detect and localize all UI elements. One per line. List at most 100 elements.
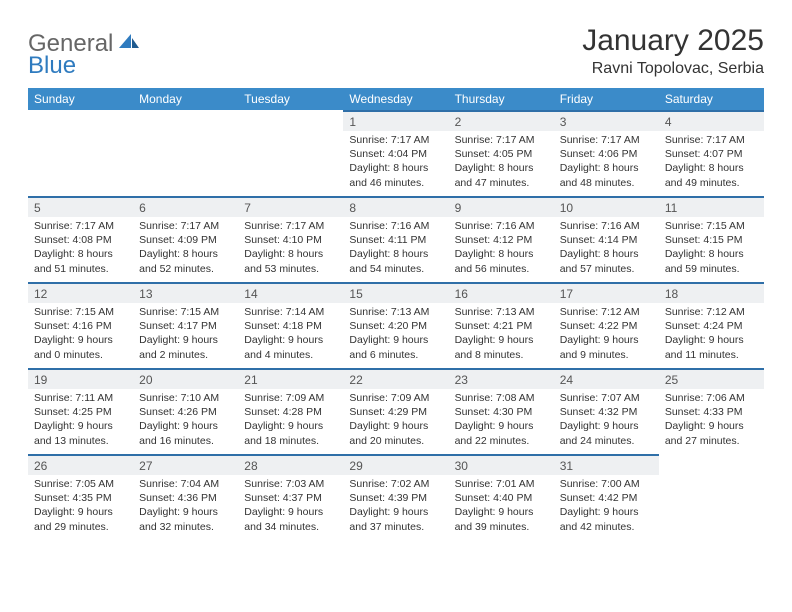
day-cell: 6Sunrise: 7:17 AMSunset: 4:09 PMDaylight…	[133, 196, 238, 282]
day-details: Sunrise: 7:16 AMSunset: 4:14 PMDaylight:…	[554, 217, 659, 280]
day-number: 26	[28, 454, 133, 475]
sunset-line: Sunset: 4:28 PM	[244, 405, 339, 419]
day-number: 17	[554, 282, 659, 303]
day-cell: 31Sunrise: 7:00 AMSunset: 4:42 PMDayligh…	[554, 454, 659, 540]
dow-monday: Monday	[133, 88, 238, 110]
sunrise-line: Sunrise: 7:14 AM	[244, 305, 339, 319]
sunrise-line: Sunrise: 7:09 AM	[244, 391, 339, 405]
day-cell: 14Sunrise: 7:14 AMSunset: 4:18 PMDayligh…	[238, 282, 343, 368]
sunrise-line: Sunrise: 7:12 AM	[560, 305, 655, 319]
sunset-line: Sunset: 4:09 PM	[139, 233, 234, 247]
sunset-line: Sunset: 4:36 PM	[139, 491, 234, 505]
sunrise-line: Sunrise: 7:06 AM	[665, 391, 760, 405]
daylight-line-1: Daylight: 9 hours	[349, 505, 444, 519]
sunrise-line: Sunrise: 7:08 AM	[455, 391, 550, 405]
sunset-line: Sunset: 4:37 PM	[244, 491, 339, 505]
sunset-line: Sunset: 4:14 PM	[560, 233, 655, 247]
day-details: Sunrise: 7:08 AMSunset: 4:30 PMDaylight:…	[449, 389, 554, 452]
empty-day	[28, 110, 133, 131]
sunrise-line: Sunrise: 7:03 AM	[244, 477, 339, 491]
daylight-line-1: Daylight: 8 hours	[139, 247, 234, 261]
header: General January 2025 Ravni Topolovac, Se…	[28, 24, 764, 78]
day-details: Sunrise: 7:00 AMSunset: 4:42 PMDaylight:…	[554, 475, 659, 538]
day-cell: 18Sunrise: 7:12 AMSunset: 4:24 PMDayligh…	[659, 282, 764, 368]
daylight-line-1: Daylight: 9 hours	[244, 419, 339, 433]
daylight-line-1: Daylight: 8 hours	[455, 161, 550, 175]
sunset-line: Sunset: 4:30 PM	[455, 405, 550, 419]
day-number: 16	[449, 282, 554, 303]
day-number: 7	[238, 196, 343, 217]
daylight-line-1: Daylight: 8 hours	[244, 247, 339, 261]
day-number: 2	[449, 110, 554, 131]
daylight-line-1: Daylight: 8 hours	[34, 247, 129, 261]
week-row: 5Sunrise: 7:17 AMSunset: 4:08 PMDaylight…	[28, 196, 764, 282]
day-details: Sunrise: 7:07 AMSunset: 4:32 PMDaylight:…	[554, 389, 659, 452]
day-number: 15	[343, 282, 448, 303]
logo-word2: Blue	[28, 52, 76, 80]
day-cell: 23Sunrise: 7:08 AMSunset: 4:30 PMDayligh…	[449, 368, 554, 454]
day-cell: 12Sunrise: 7:15 AMSunset: 4:16 PMDayligh…	[28, 282, 133, 368]
day-cell: 9Sunrise: 7:16 AMSunset: 4:12 PMDaylight…	[449, 196, 554, 282]
empty-day	[659, 454, 764, 475]
day-details: Sunrise: 7:17 AMSunset: 4:07 PMDaylight:…	[659, 131, 764, 194]
day-cell: 19Sunrise: 7:11 AMSunset: 4:25 PMDayligh…	[28, 368, 133, 454]
dow-saturday: Saturday	[659, 88, 764, 110]
day-number: 4	[659, 110, 764, 131]
day-number: 8	[343, 196, 448, 217]
day-cell	[659, 454, 764, 540]
day-cell: 3Sunrise: 7:17 AMSunset: 4:06 PMDaylight…	[554, 110, 659, 196]
day-number: 5	[28, 196, 133, 217]
sunrise-line: Sunrise: 7:04 AM	[139, 477, 234, 491]
day-number: 28	[238, 454, 343, 475]
daylight-line-1: Daylight: 9 hours	[244, 333, 339, 347]
day-number: 24	[554, 368, 659, 389]
day-number: 13	[133, 282, 238, 303]
day-cell: 30Sunrise: 7:01 AMSunset: 4:40 PMDayligh…	[449, 454, 554, 540]
day-cell: 27Sunrise: 7:04 AMSunset: 4:36 PMDayligh…	[133, 454, 238, 540]
day-cell: 1Sunrise: 7:17 AMSunset: 4:04 PMDaylight…	[343, 110, 448, 196]
day-cell: 26Sunrise: 7:05 AMSunset: 4:35 PMDayligh…	[28, 454, 133, 540]
sunset-line: Sunset: 4:40 PM	[455, 491, 550, 505]
day-details: Sunrise: 7:02 AMSunset: 4:39 PMDaylight:…	[343, 475, 448, 538]
day-number: 3	[554, 110, 659, 131]
daylight-line-1: Daylight: 9 hours	[34, 333, 129, 347]
day-details: Sunrise: 7:06 AMSunset: 4:33 PMDaylight:…	[659, 389, 764, 452]
sunset-line: Sunset: 4:12 PM	[455, 233, 550, 247]
sunset-line: Sunset: 4:16 PM	[34, 319, 129, 333]
sunset-line: Sunset: 4:29 PM	[349, 405, 444, 419]
day-details: Sunrise: 7:05 AMSunset: 4:35 PMDaylight:…	[28, 475, 133, 538]
day-number: 21	[238, 368, 343, 389]
day-number: 19	[28, 368, 133, 389]
daylight-line-1: Daylight: 8 hours	[349, 247, 444, 261]
day-cell	[133, 110, 238, 196]
daylight-line-2: and 34 minutes.	[244, 520, 339, 534]
sunset-line: Sunset: 4:07 PM	[665, 147, 760, 161]
sunset-line: Sunset: 4:18 PM	[244, 319, 339, 333]
sunrise-line: Sunrise: 7:17 AM	[349, 133, 444, 147]
sunset-line: Sunset: 4:05 PM	[455, 147, 550, 161]
day-cell: 5Sunrise: 7:17 AMSunset: 4:08 PMDaylight…	[28, 196, 133, 282]
sunrise-line: Sunrise: 7:10 AM	[139, 391, 234, 405]
day-details: Sunrise: 7:13 AMSunset: 4:21 PMDaylight:…	[449, 303, 554, 366]
title-block: January 2025 Ravni Topolovac, Serbia	[582, 24, 764, 78]
sunrise-line: Sunrise: 7:05 AM	[34, 477, 129, 491]
sunrise-line: Sunrise: 7:15 AM	[139, 305, 234, 319]
daylight-line-2: and 51 minutes.	[34, 262, 129, 276]
daylight-line-2: and 6 minutes.	[349, 348, 444, 362]
daylight-line-2: and 42 minutes.	[560, 520, 655, 534]
day-cell: 2Sunrise: 7:17 AMSunset: 4:05 PMDaylight…	[449, 110, 554, 196]
sunset-line: Sunset: 4:10 PM	[244, 233, 339, 247]
sunrise-line: Sunrise: 7:17 AM	[560, 133, 655, 147]
day-number: 10	[554, 196, 659, 217]
sunset-line: Sunset: 4:22 PM	[560, 319, 655, 333]
daylight-line-2: and 22 minutes.	[455, 434, 550, 448]
dow-friday: Friday	[554, 88, 659, 110]
daylight-line-1: Daylight: 9 hours	[349, 419, 444, 433]
daylight-line-2: and 37 minutes.	[349, 520, 444, 534]
day-details: Sunrise: 7:12 AMSunset: 4:22 PMDaylight:…	[554, 303, 659, 366]
daylight-line-2: and 49 minutes.	[665, 176, 760, 190]
sunrise-line: Sunrise: 7:12 AM	[665, 305, 760, 319]
sunrise-line: Sunrise: 7:17 AM	[34, 219, 129, 233]
daylight-line-2: and 39 minutes.	[455, 520, 550, 534]
daylight-line-2: and 46 minutes.	[349, 176, 444, 190]
